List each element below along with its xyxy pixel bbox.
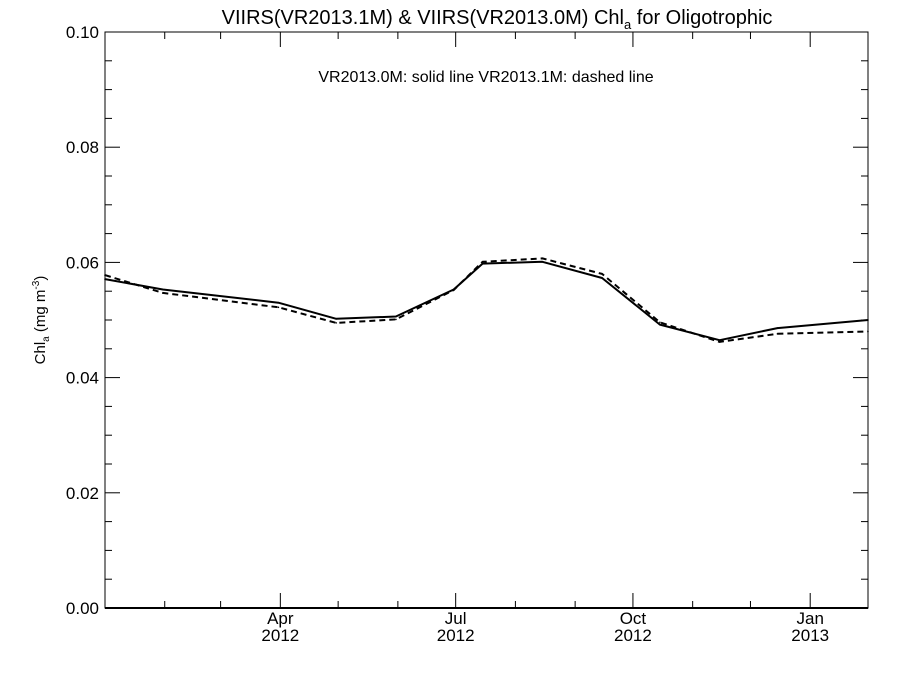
y-tick-label: 0.02 bbox=[66, 484, 99, 503]
x-tick-label-month: Apr bbox=[267, 609, 294, 628]
plot-frame bbox=[104, 31, 869, 609]
chart-title-subscript: a bbox=[624, 17, 632, 32]
series-0-point bbox=[335, 318, 338, 320]
series-1-point bbox=[541, 257, 544, 260]
series-0-point bbox=[395, 315, 397, 318]
svg-text:Chla (mg m-3): Chla (mg m-3) bbox=[31, 276, 52, 365]
series-1-point bbox=[481, 261, 484, 263]
x-tick-label-year: 2012 bbox=[437, 626, 475, 645]
series-0-point bbox=[277, 301, 280, 304]
series-1-point bbox=[718, 341, 721, 343]
y-axis-label-superscript: -3 bbox=[31, 280, 42, 289]
series-1-point bbox=[601, 273, 603, 275]
axis-ticks: 0.000.020.040.060.080.10Apr2012Jul2012Oc… bbox=[66, 23, 868, 645]
series-0-point bbox=[776, 327, 779, 329]
x-tick-label-year: 2012 bbox=[261, 626, 299, 645]
series-1-point bbox=[335, 322, 338, 324]
x-tick-label-month: Oct bbox=[620, 609, 647, 628]
series-0-point bbox=[162, 288, 164, 291]
y-axis-label-subscript: a bbox=[41, 336, 52, 342]
y-axis-label-unit: (mg m bbox=[32, 290, 49, 337]
y-axis-label-unit-close: ) bbox=[32, 276, 49, 281]
y-tick-label: 0.10 bbox=[66, 23, 99, 42]
y-tick-label: 0.08 bbox=[66, 138, 99, 157]
series-0-point bbox=[104, 278, 106, 280]
series-0-point bbox=[867, 319, 869, 321]
y-tick-label: 0.04 bbox=[66, 369, 99, 388]
x-tick-label-month: Jul bbox=[445, 609, 467, 628]
x-tick-label-year: 2012 bbox=[614, 626, 652, 645]
legend-note: VR2013.0M: solid line VR2013.1M: dashed … bbox=[318, 69, 653, 86]
series-0-point bbox=[601, 277, 603, 279]
series-line-solid bbox=[104, 260, 869, 342]
y-axis-label: Chla (mg m-3) bbox=[31, 276, 52, 365]
chart-title-main: VIIRS(VR2013.1M) & VIIRS(VR2013.0M) Chl bbox=[222, 7, 624, 29]
y-axis-label-main: Chl bbox=[32, 342, 49, 365]
y-tick-label: 0.00 bbox=[66, 599, 99, 618]
series-1-point bbox=[452, 289, 455, 291]
series-0-point bbox=[718, 339, 721, 341]
x-tick-label-year: 2013 bbox=[791, 626, 829, 645]
data-lines bbox=[104, 257, 869, 343]
series-line-dashed bbox=[104, 257, 869, 343]
series-1-point bbox=[277, 306, 280, 309]
series-1-point bbox=[104, 274, 106, 276]
series-1-point bbox=[867, 330, 869, 333]
series-0-point bbox=[659, 323, 661, 326]
chart-title-suffix: for Oligotrophic bbox=[631, 7, 772, 29]
x-tick-label-month: Jan bbox=[796, 609, 823, 628]
series-1-point bbox=[659, 321, 661, 324]
series-0-point bbox=[541, 261, 544, 263]
chart-title: VIIRS(VR2013.1M) & VIIRS(VR2013.0M) Chla… bbox=[222, 7, 773, 32]
y-tick-label: 0.06 bbox=[66, 253, 99, 272]
series-1-point bbox=[776, 333, 779, 335]
series-1-point bbox=[162, 292, 164, 294]
series-1-point bbox=[395, 318, 397, 321]
